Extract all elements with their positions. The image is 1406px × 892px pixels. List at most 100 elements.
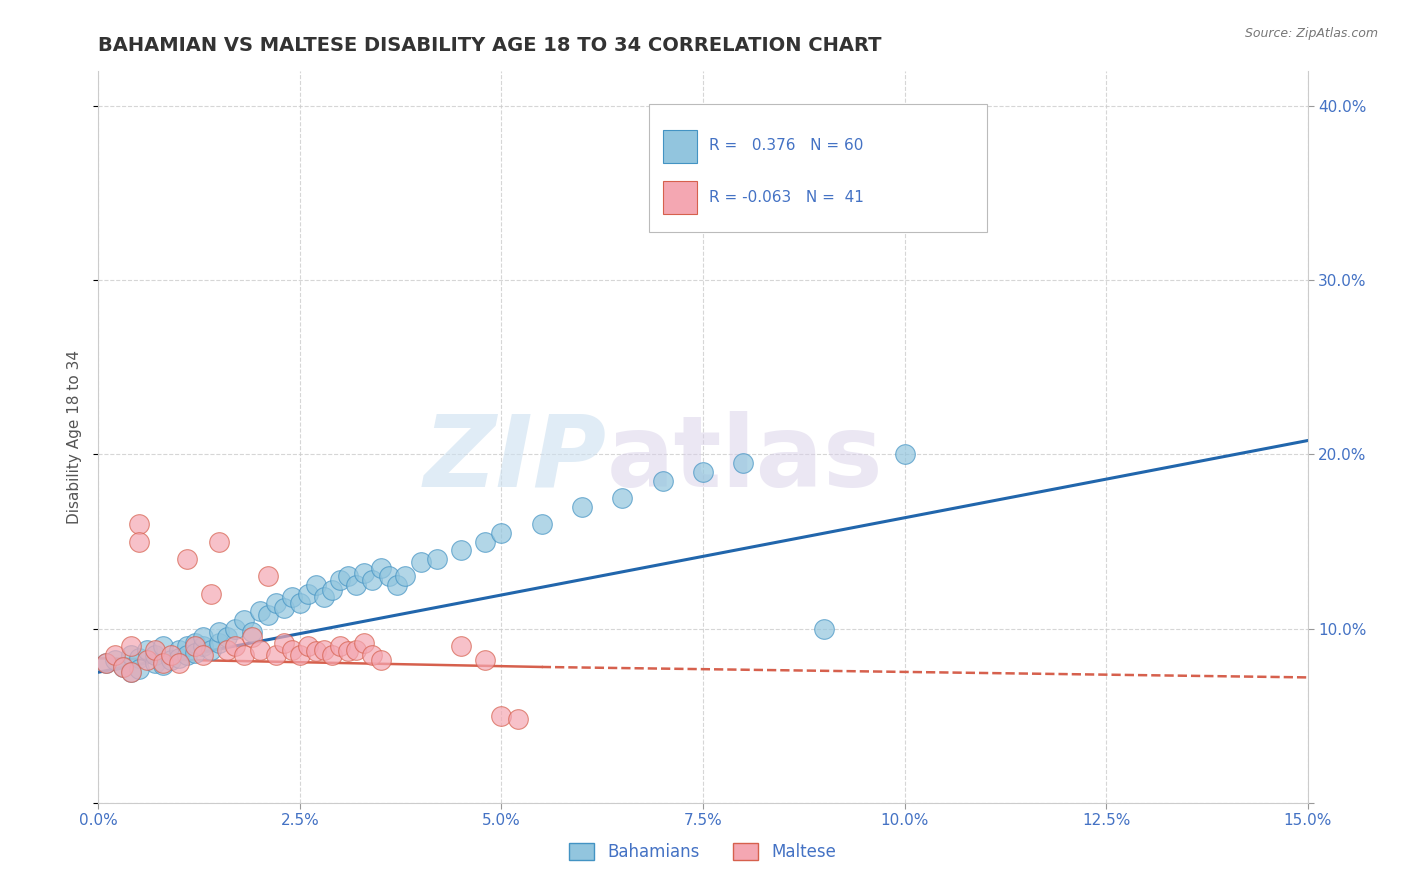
Point: [96, 657, 118, 671]
Point: [491, 525, 513, 540]
Point: [314, 591, 336, 605]
Point: [361, 573, 384, 587]
Point: [232, 648, 254, 662]
Point: [506, 712, 529, 726]
Point: [264, 595, 287, 609]
Point: [232, 613, 254, 627]
Point: [813, 622, 835, 636]
Point: [103, 653, 125, 667]
Point: [167, 657, 190, 671]
Point: [128, 662, 150, 676]
Point: [273, 635, 295, 649]
Point: [256, 569, 278, 583]
Point: [143, 642, 166, 657]
Point: [200, 587, 222, 601]
Point: [160, 648, 183, 662]
Point: [176, 552, 198, 566]
Point: [184, 635, 207, 649]
Point: [249, 604, 271, 618]
Point: [394, 569, 416, 583]
Point: [167, 642, 190, 657]
Point: [297, 587, 319, 601]
Point: [176, 639, 198, 653]
Point: [217, 642, 239, 657]
Point: [120, 639, 142, 653]
Point: [329, 573, 352, 587]
Point: [176, 648, 198, 662]
Point: [305, 644, 328, 658]
Point: [474, 653, 496, 667]
Point: [111, 660, 134, 674]
FancyBboxPatch shape: [664, 130, 697, 163]
Point: [120, 648, 142, 662]
Point: [370, 560, 392, 574]
Point: [612, 491, 634, 505]
FancyBboxPatch shape: [648, 104, 987, 232]
Y-axis label: Disability Age 18 to 34: Disability Age 18 to 34: [67, 350, 83, 524]
Text: R = -0.063   N =  41: R = -0.063 N = 41: [709, 190, 863, 204]
Point: [344, 642, 367, 657]
Point: [103, 648, 125, 662]
Point: [111, 660, 134, 674]
Text: atlas: atlas: [606, 410, 883, 508]
Point: [288, 595, 311, 609]
Point: [353, 566, 375, 580]
Point: [893, 448, 915, 462]
Point: [651, 474, 673, 488]
Point: [491, 708, 513, 723]
Point: [288, 648, 311, 662]
Point: [297, 639, 319, 653]
Point: [128, 534, 150, 549]
Point: [240, 625, 263, 640]
Legend: Bahamians, Maltese: Bahamians, Maltese: [562, 836, 844, 868]
Point: [224, 639, 246, 653]
Point: [344, 578, 367, 592]
Point: [224, 622, 246, 636]
Point: [249, 642, 271, 657]
Point: [208, 625, 231, 640]
Point: [353, 635, 375, 649]
Point: [733, 456, 755, 470]
Point: [530, 517, 553, 532]
Text: BAHAMIAN VS MALTESE DISABILITY AGE 18 TO 34 CORRELATION CHART: BAHAMIAN VS MALTESE DISABILITY AGE 18 TO…: [98, 36, 882, 54]
Point: [120, 665, 142, 680]
Point: [193, 639, 215, 653]
Point: [217, 631, 239, 645]
Point: [321, 583, 343, 598]
Point: [152, 658, 174, 673]
Point: [143, 648, 166, 662]
Point: [361, 648, 384, 662]
Point: [135, 653, 157, 667]
Point: [571, 500, 593, 514]
Point: [143, 657, 166, 671]
Point: [208, 635, 231, 649]
Point: [135, 642, 157, 657]
Point: [377, 569, 399, 583]
Point: [385, 578, 408, 592]
Point: [321, 648, 343, 662]
Point: [128, 651, 150, 665]
Point: [426, 552, 449, 566]
Point: [184, 646, 207, 660]
Point: [184, 639, 207, 653]
Point: [200, 642, 222, 657]
Point: [273, 600, 295, 615]
Point: [329, 639, 352, 653]
Point: [281, 591, 304, 605]
Point: [409, 556, 432, 570]
Point: [152, 639, 174, 653]
FancyBboxPatch shape: [664, 181, 697, 214]
Point: [128, 517, 150, 532]
Point: [337, 644, 360, 658]
Point: [160, 653, 183, 667]
Point: [337, 569, 360, 583]
Text: ZIP: ZIP: [423, 410, 606, 508]
Point: [450, 639, 472, 653]
Point: [96, 657, 118, 671]
Point: [264, 648, 287, 662]
Point: [370, 653, 392, 667]
Point: [167, 651, 190, 665]
Text: R =   0.376   N = 60: R = 0.376 N = 60: [709, 138, 863, 153]
Point: [193, 631, 215, 645]
Point: [152, 657, 174, 671]
